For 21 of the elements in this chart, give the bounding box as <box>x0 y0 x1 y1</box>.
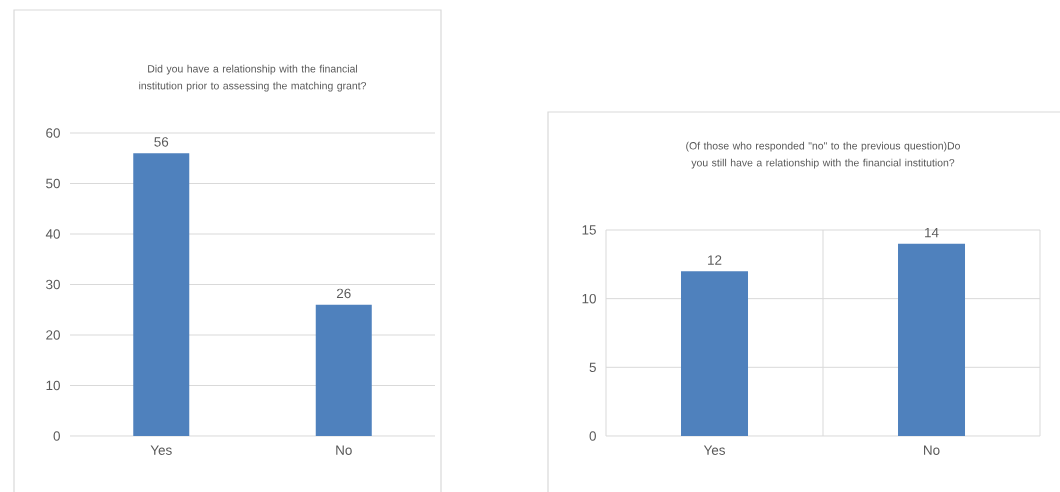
y-tick-label: 40 <box>45 229 60 239</box>
data-label: 26 <box>336 288 351 299</box>
y-tick-label: 15 <box>582 225 596 235</box>
y-tick-label: 0 <box>53 431 60 441</box>
x-tick-label: Yes <box>150 445 172 455</box>
chart-title: (Of those who responded "no" to the previous question)Do you still have a relationship with the financial institution? <box>686 141 960 169</box>
y-tick-label: 30 <box>46 279 60 290</box>
data-label: 56 <box>154 137 169 147</box>
x-tick-label: Yes <box>703 445 725 455</box>
x-tick-label: No <box>924 445 940 455</box>
y-tick-label: 50 <box>46 178 60 189</box>
y-tick-label: 60 <box>46 128 60 138</box>
y-tick-label: 0 <box>589 431 596 441</box>
y-tick-label: 5 <box>589 362 596 372</box>
y-tick-label: 10 <box>46 380 60 391</box>
y-tick-label: 20 <box>46 330 60 340</box>
y-tick-label: 10 <box>582 293 596 304</box>
x-tick-label: No <box>336 445 352 455</box>
data-label: 12 <box>708 255 722 265</box>
chart-title: Did you have a relationship with the financial institution prior to assessing the matching grant? <box>139 64 367 92</box>
data-label: 14 <box>925 227 939 238</box>
